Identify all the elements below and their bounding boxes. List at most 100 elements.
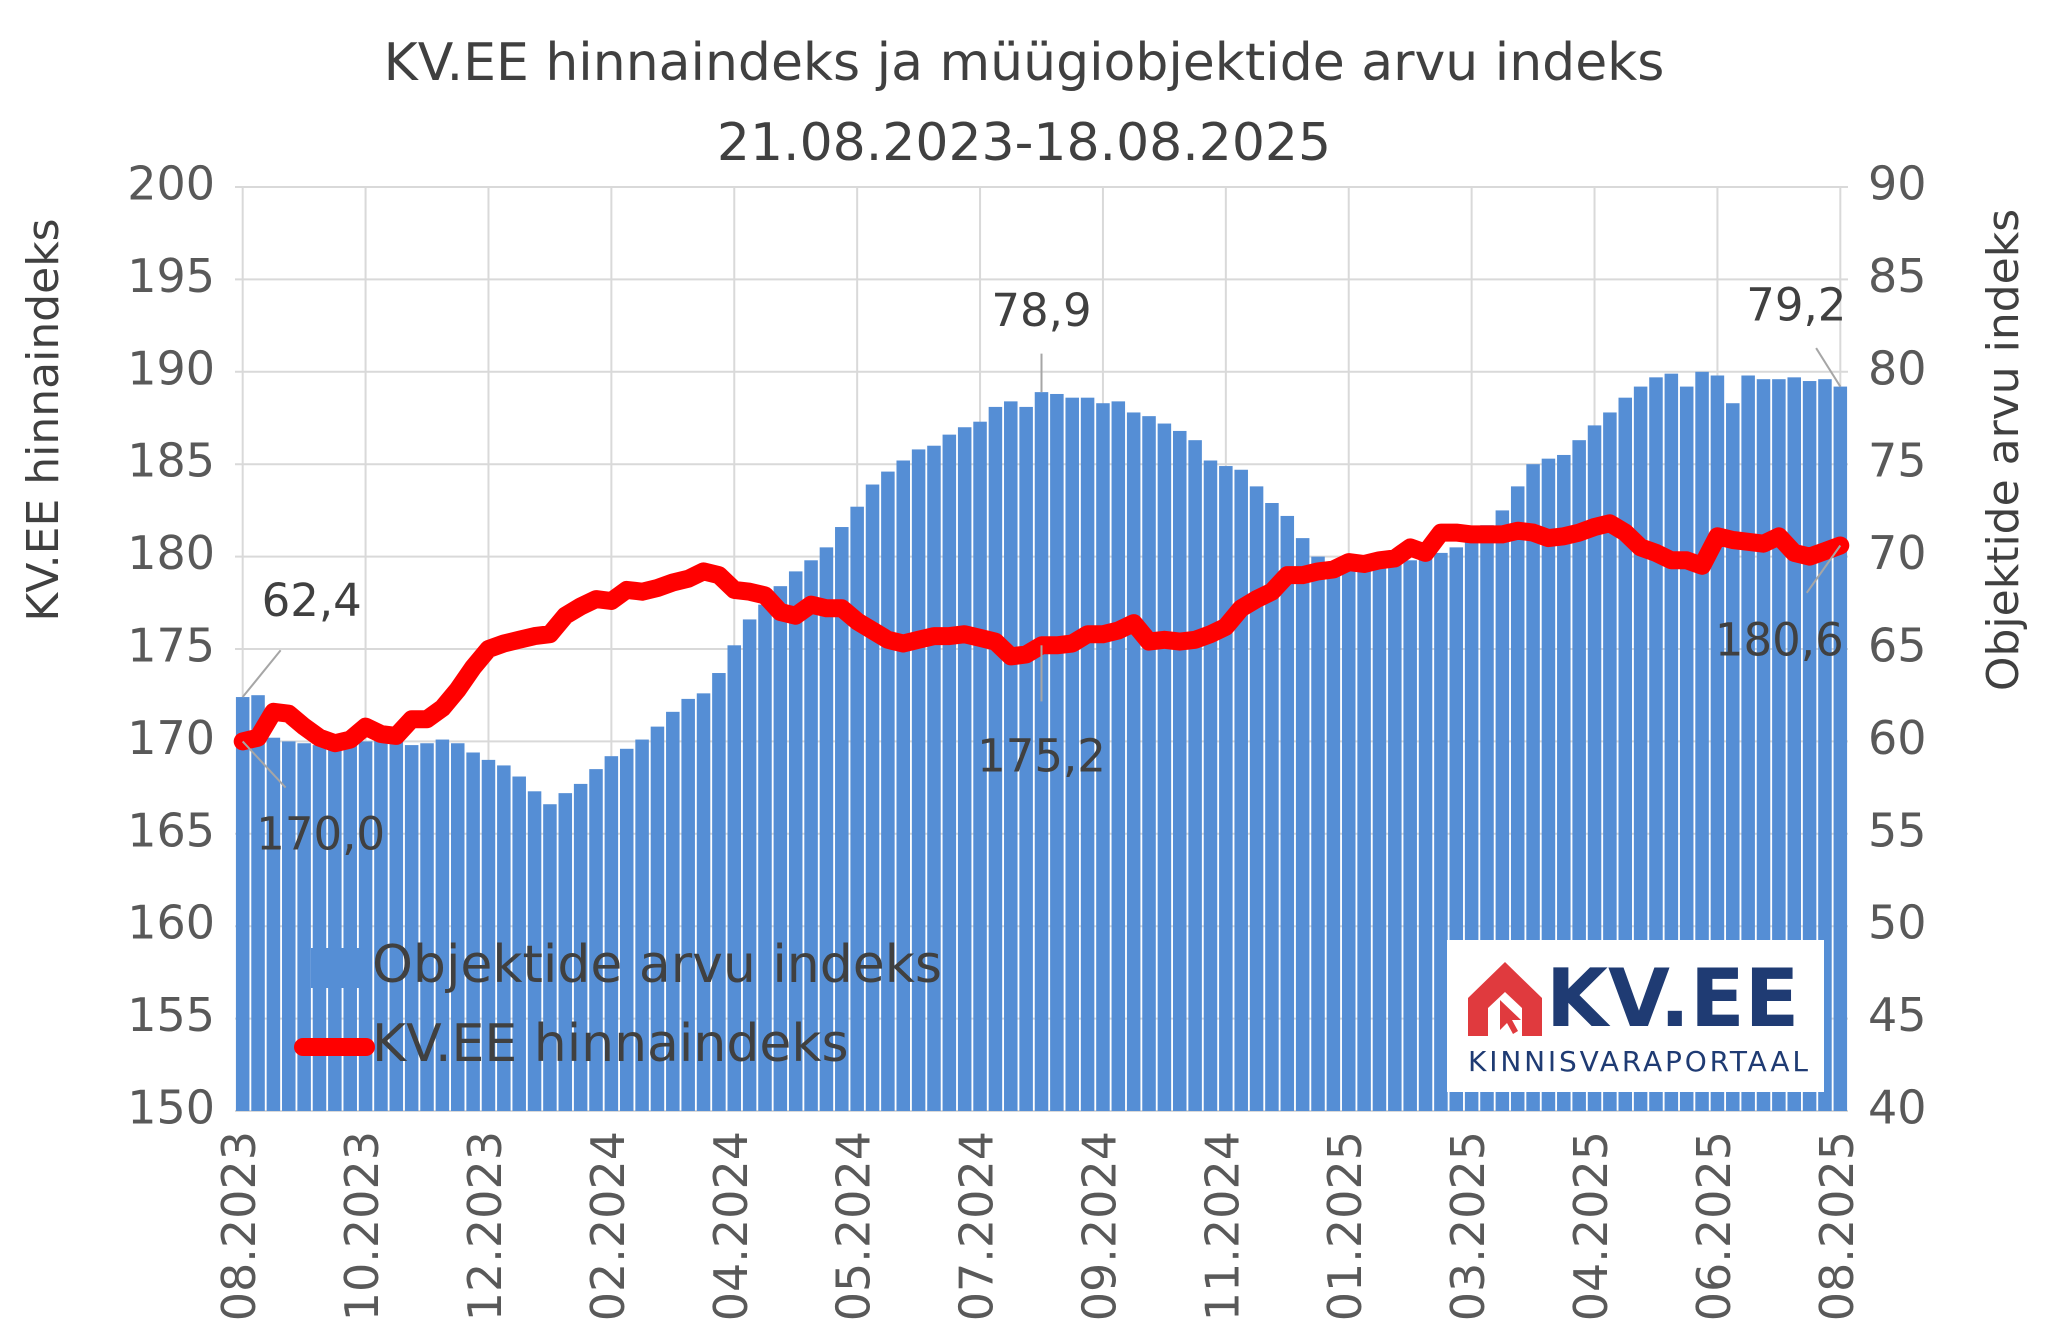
bar (1142, 416, 1156, 1112)
y-tick-label: 150 (127, 1081, 215, 1135)
bar (1157, 423, 1172, 1111)
bar (1126, 412, 1141, 1111)
bar (466, 752, 480, 1111)
legend-label: KV.EE hinnaindeks (372, 1014, 849, 1074)
x-tick-label: 02.2024 (581, 1131, 635, 1321)
bar (389, 739, 404, 1111)
bar (681, 698, 695, 1111)
bar (973, 421, 987, 1111)
data-label: 180,6 (1715, 614, 1844, 667)
logo-name: KV.EE (1546, 952, 1799, 1045)
bar (1434, 552, 1448, 1111)
y-tick-label: 160 (127, 896, 215, 950)
bar (1065, 397, 1079, 1111)
bar (604, 756, 619, 1111)
logo-tagline: KINNISVARAPORTAAL (1468, 1045, 1808, 1078)
y-tick-label: 165 (127, 803, 215, 857)
bar (650, 726, 665, 1111)
x-tick-label: 08.2025 (1810, 1131, 1864, 1321)
bar (1265, 503, 1279, 1111)
x-tick-label: 03.2025 (1441, 1131, 1495, 1321)
bar (727, 645, 742, 1111)
data-label: 170,0 (256, 807, 385, 860)
bar (573, 783, 588, 1111)
bar (312, 745, 327, 1111)
bar (1234, 469, 1248, 1111)
chart-subtitle: 21.08.2023-18.08.2025 (717, 113, 1331, 173)
x-tick-label: 08.2023 (212, 1131, 266, 1321)
y2-tick-label: 70 (1868, 526, 1927, 580)
x-tick-label: 01.2025 (1318, 1131, 1372, 1321)
bar (1603, 412, 1617, 1111)
legend-label: Objektide arvu indeks (372, 935, 942, 995)
y2-axis-label: Objektide arvu indeks (1978, 209, 2029, 691)
leader-line (1805, 544, 1842, 594)
bar (420, 743, 434, 1111)
bar (835, 527, 849, 1111)
bar (1833, 386, 1848, 1112)
bar (251, 695, 265, 1111)
bar (1219, 466, 1233, 1112)
bar (1633, 386, 1648, 1112)
bar (374, 737, 388, 1111)
bar (773, 586, 788, 1111)
bar (666, 711, 680, 1111)
bar (712, 673, 726, 1111)
leader-line (241, 740, 287, 789)
x-tick-label: 09.2024 (1072, 1131, 1126, 1321)
data-label: 78,9 (991, 284, 1091, 337)
bar (512, 776, 526, 1111)
bar (497, 765, 511, 1111)
bar (988, 406, 1003, 1111)
bar (527, 791, 542, 1111)
bar (1004, 401, 1018, 1111)
bar (1019, 406, 1033, 1111)
bar (282, 741, 296, 1111)
y-tick-label: 155 (127, 988, 215, 1042)
bar (819, 547, 834, 1111)
bar (1418, 554, 1433, 1111)
bar (1756, 379, 1771, 1111)
bar (558, 793, 573, 1111)
y2-tick-label: 90 (1868, 157, 1927, 211)
y-tick-label: 170 (127, 711, 215, 765)
bar (788, 571, 803, 1111)
bar (696, 693, 711, 1111)
y2-tick-label: 45 (1868, 988, 1927, 1042)
bars (235, 371, 1848, 1112)
y2-tick-label: 65 (1868, 619, 1927, 673)
bar (742, 619, 757, 1111)
x-tick-label: 05.2024 (827, 1131, 881, 1321)
y-tick-label: 185 (127, 434, 215, 488)
bar (1096, 403, 1110, 1111)
data-label: 175,2 (977, 729, 1106, 782)
legend-swatch (311, 948, 363, 988)
logo-cursor (1500, 1000, 1521, 1034)
bar (297, 743, 311, 1111)
bar (404, 745, 419, 1111)
y-tick-label: 195 (127, 249, 215, 303)
bar (1357, 567, 1371, 1111)
x-tick-label: 04.2025 (1564, 1131, 1618, 1321)
bar (266, 737, 281, 1111)
y-tick-label: 200 (127, 157, 215, 211)
bar (450, 743, 465, 1111)
bar (481, 759, 496, 1111)
bar (635, 739, 649, 1111)
bar (1188, 440, 1202, 1111)
bar (1280, 515, 1295, 1111)
labels: 150 155 160 165 170 175 180 185 190 195 200 40 45 50 5… (127, 157, 1926, 1322)
bar (1111, 401, 1126, 1111)
y2-tick-label: 40 (1868, 1081, 1927, 1135)
bar (1341, 565, 1356, 1111)
bar (1050, 393, 1064, 1111)
bar (804, 560, 818, 1111)
bar (881, 471, 895, 1111)
y-axis-label: KV.EE hinnaindeks (18, 218, 69, 621)
bar (1403, 560, 1417, 1111)
lines (233, 514, 1850, 753)
bar (619, 748, 634, 1111)
bar (1326, 563, 1341, 1111)
bar (1295, 538, 1310, 1111)
